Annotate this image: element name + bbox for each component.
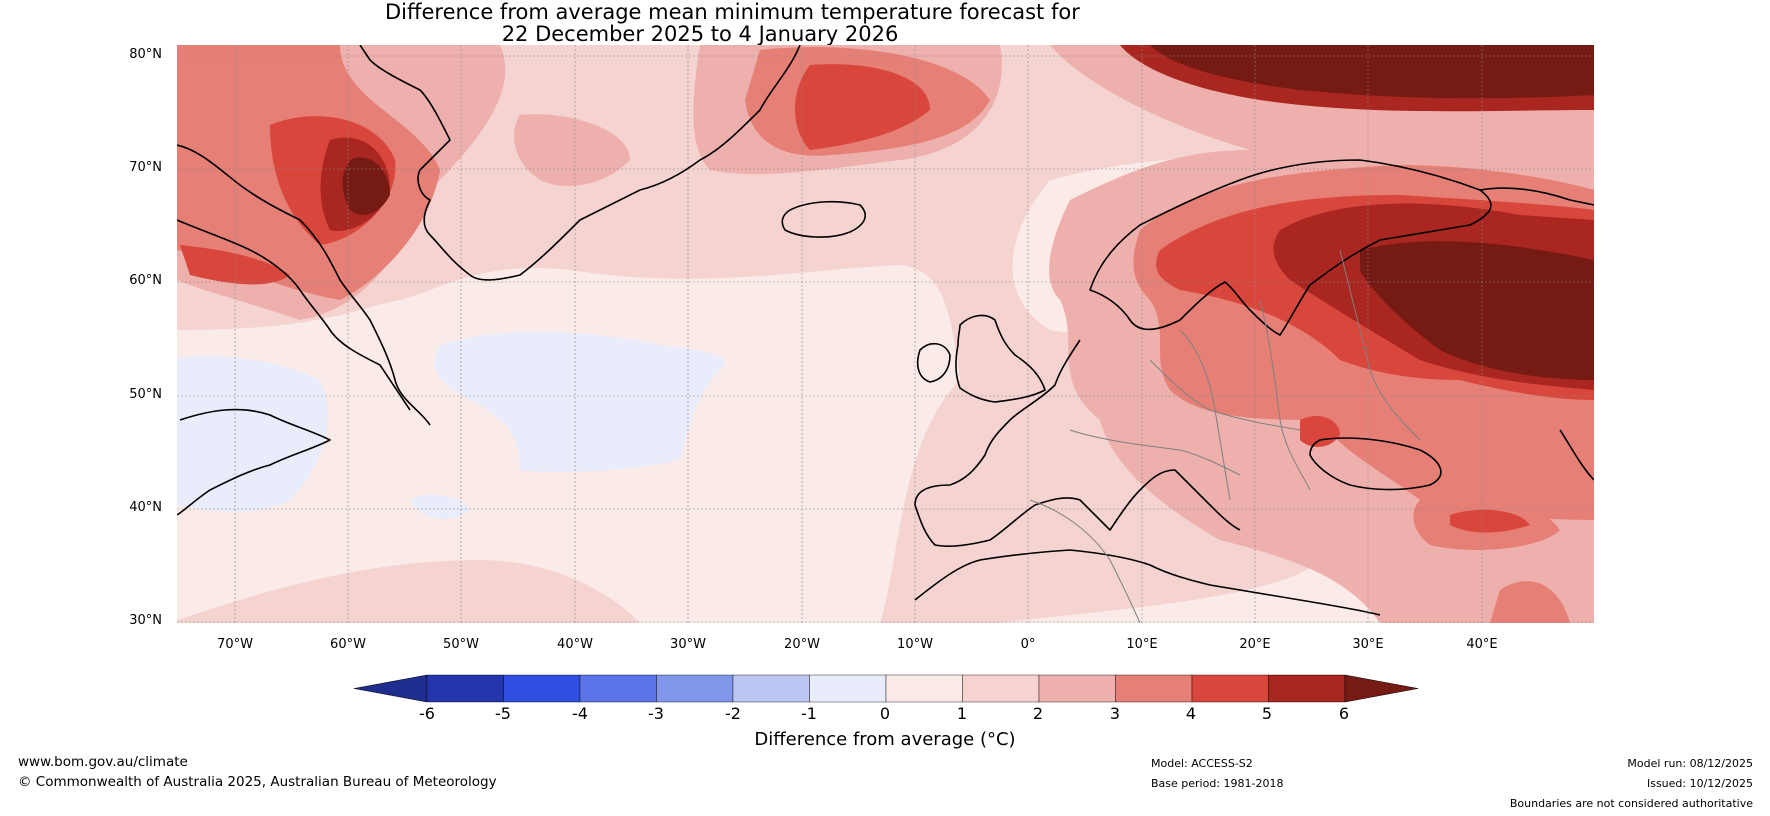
footer-copyright: © Commonwealth of Australia 2025, Austra… [18,774,497,790]
colorbar-tick: -1 [801,704,817,723]
footer-model-run: Model run: 08/12/2025 [1627,757,1753,770]
coast-iceland [781,200,866,238]
gridlines [177,45,1594,623]
colorbar-segment [579,674,657,703]
lon-label-60w: 60°W [330,637,366,652]
colorbar-segment [809,674,887,703]
colorbar-tick: 3 [1109,704,1121,723]
footer-website[interactable]: www.bom.gov.au/climate [18,754,188,770]
lon-label-70w: 70°W [217,637,253,652]
colorbar-segment [1268,674,1346,703]
coast-black-sea [1309,437,1442,491]
anomaly-band-2-3-mid [514,114,630,186]
colorbar-segment [426,674,504,703]
coast-caspian [1559,429,1594,481]
colorbar-tick: 2 [1032,704,1044,723]
anomaly-field [177,45,1594,623]
colorbar-segment [1115,674,1193,703]
footer-model: Model: ACCESS-S2 [1151,757,1253,770]
colorbar-tick: 6 [1338,704,1350,723]
anomaly-band-3-4-middle-east [1490,581,1570,623]
border-line-2 [1179,329,1231,501]
anomaly-band-4-5-turkey [1450,509,1530,533]
coast-baffin [177,144,431,426]
border-line-1 [1149,359,1301,431]
colorbar-tick: 4 [1185,704,1197,723]
lat-label-50n: 50°N [129,387,162,402]
coast-greenland [359,45,801,281]
colorbar-segment [503,674,581,703]
coast-mediterranean-south [914,549,1381,616]
colorbar-segment [1191,674,1269,703]
lon-label-30e: 30°E [1352,637,1384,652]
lon-label-0: 0° [1020,637,1036,652]
coastlines [177,45,1594,616]
footer-issued: Issued: 10/12/2025 [1646,777,1753,790]
colorbar-segment [962,674,1040,703]
colorbar-segment [656,674,734,703]
colorbar-tick: -2 [725,704,741,723]
anomaly-band-4-5-labrador [180,245,290,285]
lat-label-70n: 70°N [129,160,162,175]
border-line-5 [1029,499,1141,623]
colorbar-tick: 5 [1261,704,1273,723]
lat-label-30n: 30°N [129,613,162,628]
title-line-2: 22 December 2025 to 4 January 2026 [501,22,899,46]
colorbar-tick: 0 [879,704,891,723]
lon-label-10w: 10°W [897,637,933,652]
colorbar [353,674,1419,703]
footer-base-period: Base period: 1981-2018 [1151,777,1284,790]
footer-disclaimer: Boundaries are not considered authoritat… [1509,797,1753,810]
border-line-6 [1339,249,1421,441]
cool-area-newfoundland [177,356,329,512]
border-line-4 [1069,429,1241,476]
colorbar-tick: 1 [956,704,968,723]
lon-label-30w: 30°W [670,637,706,652]
coast-scandinavia [1089,159,1492,336]
colorbar-tick: -4 [572,704,588,723]
border-line-3 [1259,299,1311,491]
coast-uk [955,314,1046,403]
lat-label-40n: 40°N [129,500,162,515]
lon-label-10e: 10°E [1126,637,1158,652]
cool-area-small [410,494,470,519]
anomaly-band-4-5-greenland-east [795,64,930,150]
colorbar-segment [1038,674,1116,703]
coast-ireland [916,342,951,383]
lat-label-60n: 60°N [129,273,162,288]
anomaly-band-6plus-arctic [1150,45,1594,99]
political-borders [1029,249,1421,623]
anomaly-band-6plus-russia [1360,241,1594,380]
colorbar-tick: -5 [495,704,511,723]
lon-label-20w: 20°W [784,637,820,652]
title-line-1: Difference from average mean minimum tem… [385,0,1080,24]
anomaly-band-6plus-baffin [342,157,390,215]
coast-western-europe [914,339,1241,547]
colorbar-segment [885,674,963,703]
colorbar-tick: -6 [419,704,435,723]
lon-label-20e: 20°E [1239,637,1271,652]
lon-label-40w: 40°W [557,637,593,652]
lat-label-80n: 80°N [129,47,162,62]
colorbar-label: Difference from average (°C) [754,729,1016,750]
colorbar-extend-high [1344,674,1419,703]
colorbar-tick: -3 [648,704,664,723]
coast-labrador [177,219,411,411]
cool-area-mid-atlantic [434,331,726,472]
coast-newfoundland [177,408,331,516]
colorbar-segment [732,674,810,703]
colorbar-extend-low [353,674,428,703]
coast-russia-north [1479,187,1594,206]
lon-label-40e: 40°E [1466,637,1498,652]
lon-label-50w: 50°W [443,637,479,652]
